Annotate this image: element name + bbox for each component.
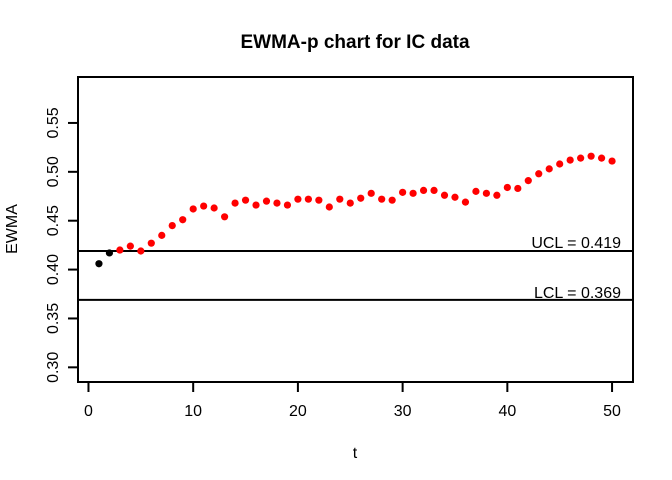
- ucl-label: UCL = 0.419: [531, 235, 621, 252]
- data-point: [273, 199, 281, 207]
- data-point: [357, 194, 365, 202]
- data-point: [503, 183, 511, 192]
- y-axis-tick-label: 0.40: [45, 254, 62, 285]
- data-point: [158, 231, 166, 239]
- data-point: [147, 239, 155, 247]
- x-axis-tick-label: 10: [184, 403, 202, 420]
- y-axis-label: EWMA: [4, 204, 21, 254]
- data-point: [168, 221, 176, 230]
- x-axis-tick-label: 40: [498, 403, 516, 420]
- data-point: [262, 197, 271, 205]
- data-point: [556, 160, 564, 168]
- data-point: [252, 201, 260, 209]
- data-point: [493, 191, 501, 199]
- lcl-label: LCL = 0.369: [534, 285, 621, 302]
- data-point: [472, 187, 480, 195]
- data-point: [304, 195, 312, 203]
- y-axis-tick-label: 0.30: [45, 352, 62, 383]
- data-point: [419, 186, 428, 194]
- data-point: [524, 177, 532, 185]
- x-axis-tick-label: 0: [84, 403, 93, 420]
- data-point: [241, 196, 250, 204]
- data-point: [294, 195, 302, 203]
- data-point: [210, 204, 218, 212]
- chart-title: EWMA-p chart for IC data: [240, 32, 469, 53]
- y-axis-tick-label: 0.35: [45, 303, 62, 334]
- data-point: [577, 154, 585, 162]
- data-point: [399, 188, 407, 196]
- data-point: [482, 189, 490, 197]
- data-point: [336, 195, 344, 203]
- data-point: [105, 249, 114, 257]
- data-point: [283, 201, 292, 209]
- data-point: [95, 260, 103, 268]
- x-axis-tick-label: 20: [289, 403, 307, 420]
- data-point: [608, 157, 616, 165]
- data-point: [346, 199, 354, 207]
- data-point: [566, 156, 574, 164]
- y-axis-tick-label: 0.50: [45, 156, 62, 187]
- plot-box: [77, 76, 634, 383]
- data-point: [231, 199, 239, 207]
- data-point: [430, 186, 438, 194]
- data-point: [367, 189, 375, 197]
- data-point: [137, 247, 145, 255]
- data-point: [116, 246, 124, 254]
- data-point: [378, 195, 386, 203]
- data-point: [597, 154, 606, 162]
- data-point: [221, 213, 229, 221]
- x-axis-tick-label: 50: [603, 403, 621, 420]
- data-point: [179, 216, 187, 224]
- x-axis-tick-label: 30: [394, 403, 412, 420]
- x-axis-label: t: [353, 445, 358, 462]
- data-point: [200, 202, 208, 210]
- data-point: [126, 242, 134, 250]
- data-point: [587, 152, 595, 160]
- data-point: [514, 184, 522, 193]
- data-point: [189, 205, 197, 213]
- data-point: [461, 198, 470, 206]
- y-axis-tick-label: 0.45: [45, 205, 62, 236]
- data-point: [325, 203, 333, 211]
- y-axis-tick-label: 0.55: [45, 107, 62, 138]
- data-point: [388, 196, 396, 204]
- data-point: [535, 170, 543, 178]
- data-point: [409, 189, 417, 197]
- data-point: [440, 191, 449, 199]
- data-point: [451, 193, 459, 201]
- data-point: [315, 196, 323, 204]
- data-point: [545, 165, 553, 173]
